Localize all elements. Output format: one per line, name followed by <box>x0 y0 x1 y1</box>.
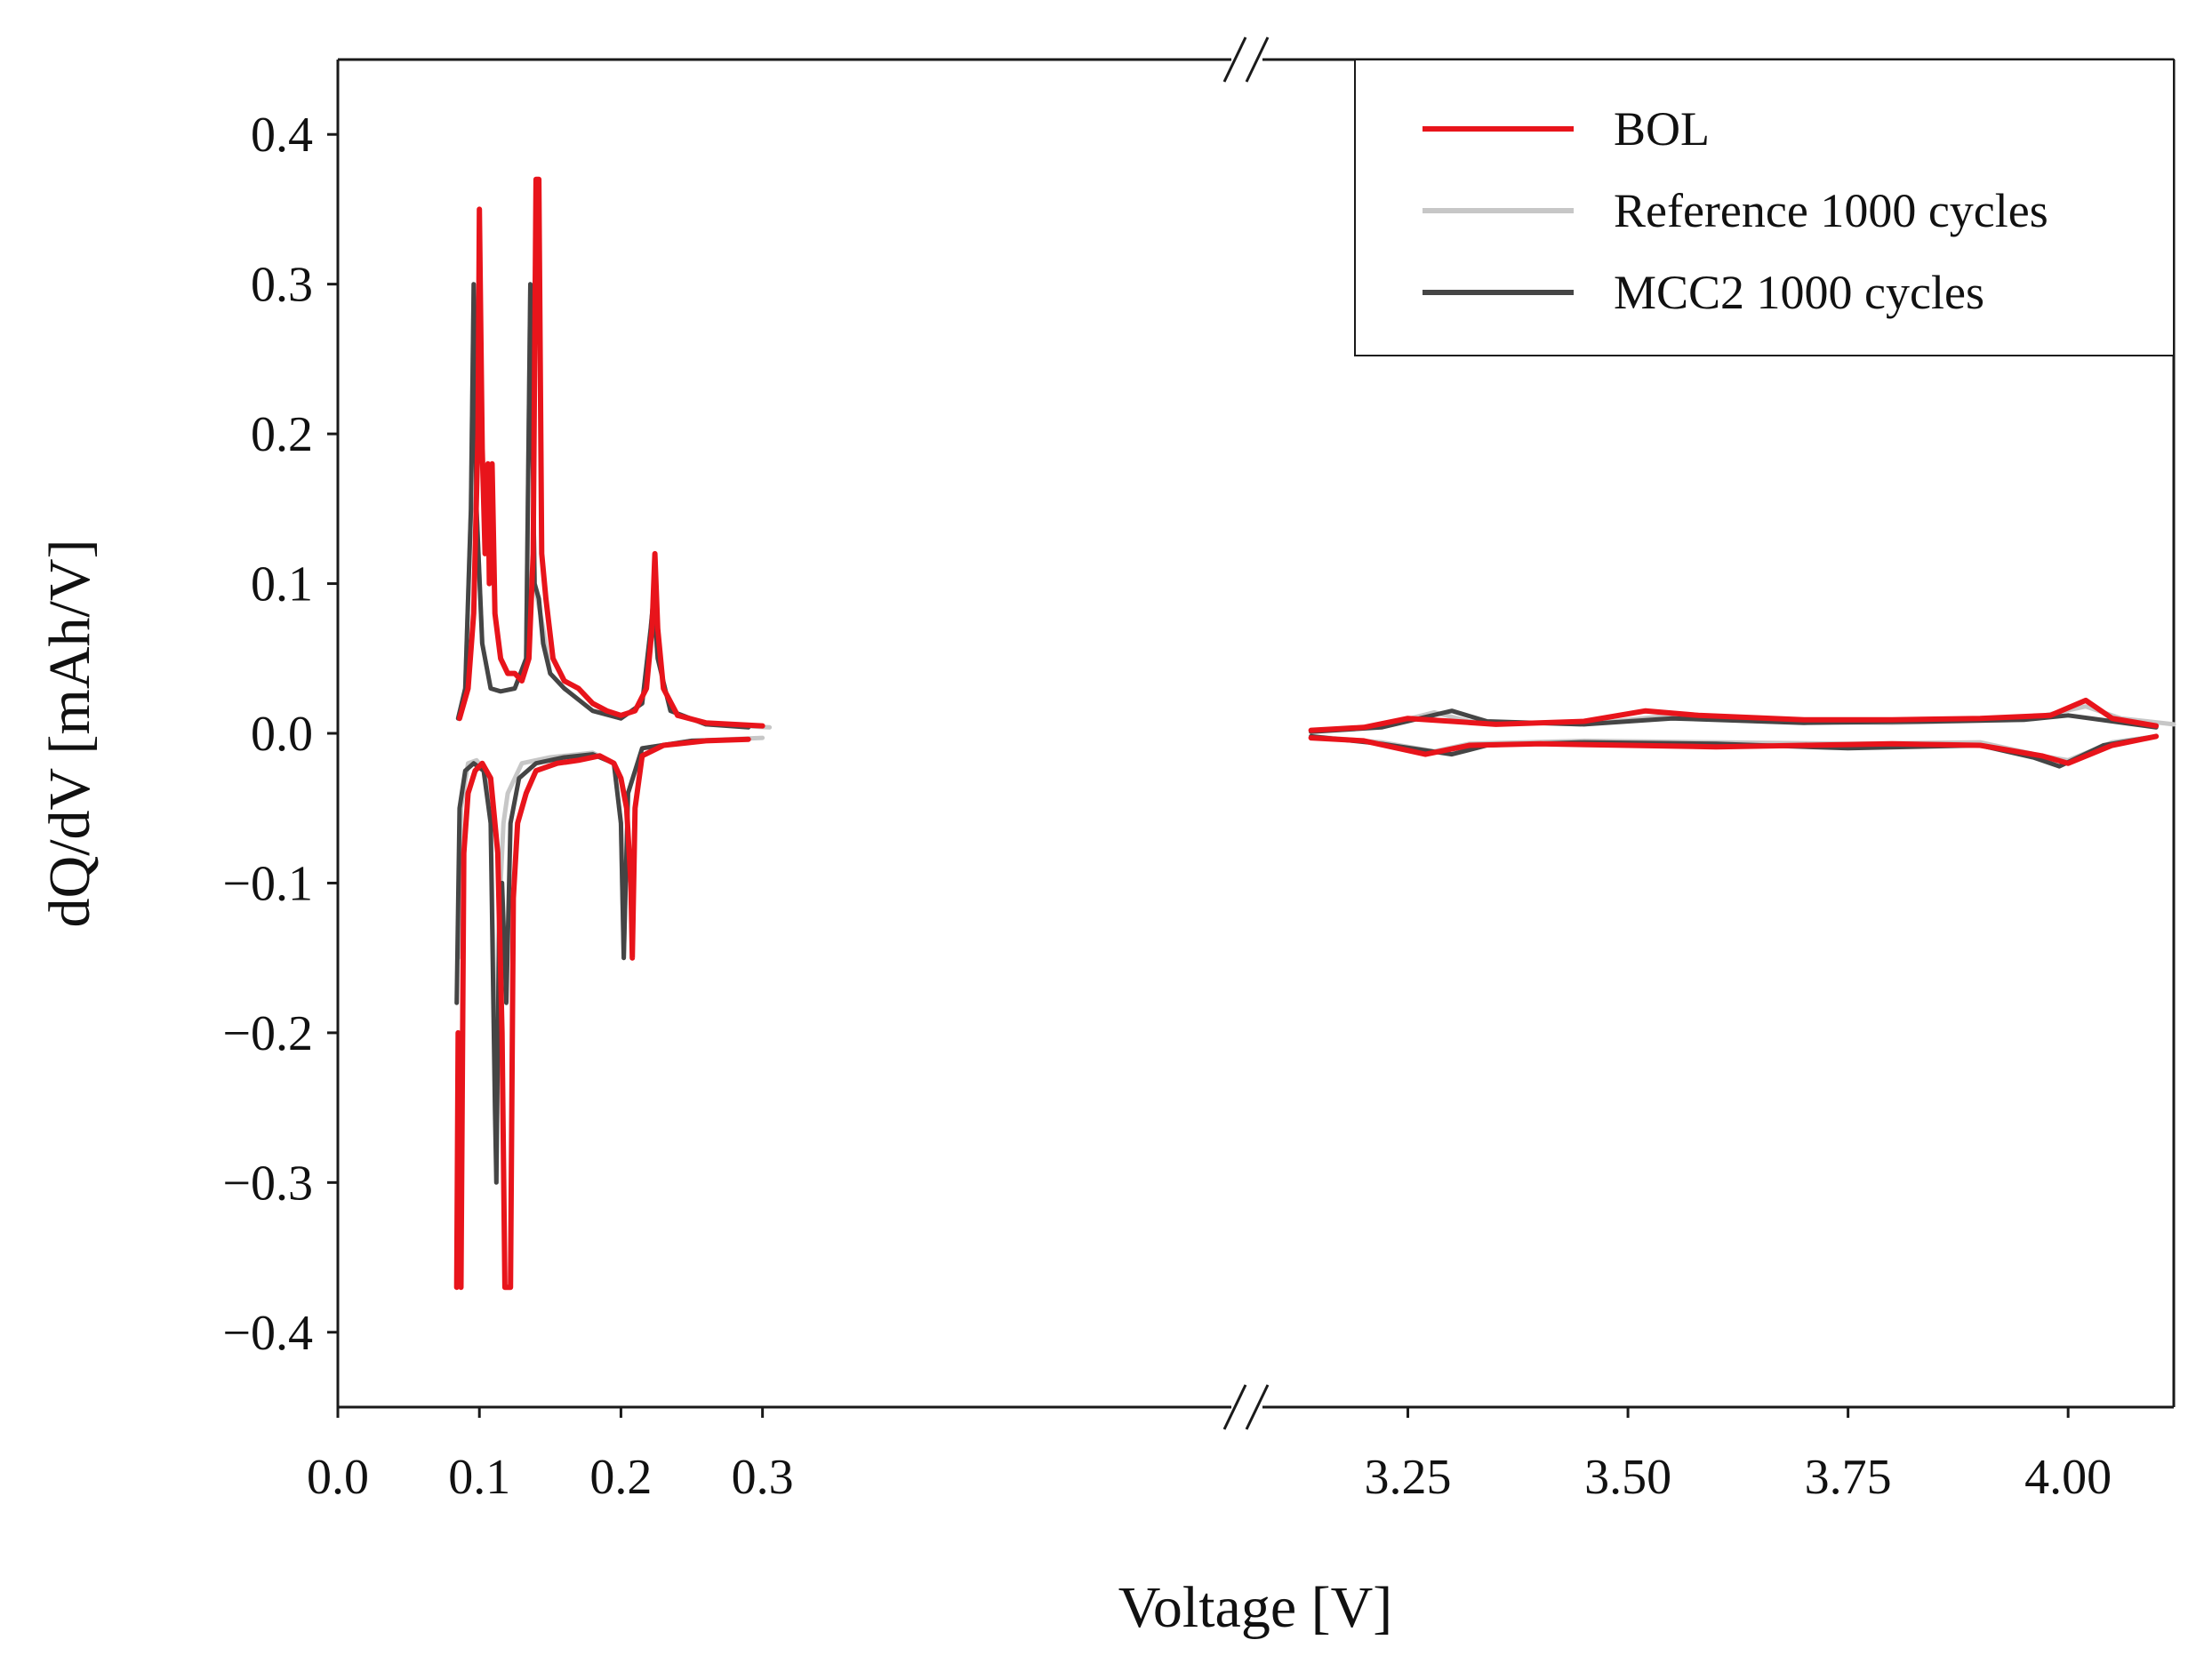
legend-label-reference: Reference 1000 cycles <box>1614 184 2048 237</box>
y-tick-label: 0.2 <box>251 407 313 462</box>
series-line-bol-1 <box>453 736 751 1291</box>
y-tick-label: 0.0 <box>251 707 313 762</box>
legend: BOL Reference 1000 cycles MCC2 1000 cycl… <box>1354 59 2175 356</box>
y-tick-label: −0.2 <box>222 1006 313 1061</box>
y-tick-label: −0.1 <box>222 856 313 911</box>
series-line-bol-2 <box>1308 697 2160 733</box>
y-tick-label: −0.3 <box>222 1156 313 1211</box>
series-line-bol-3 <box>1308 733 2160 766</box>
y-tick-label: 0.1 <box>251 557 313 612</box>
x-tick-label: 3.75 <box>1805 1450 1892 1505</box>
x-tick-label: 3.50 <box>1584 1450 1671 1505</box>
break-mark-bottom-1 <box>1222 1384 1247 1430</box>
break-mark-bottom-2 <box>1245 1384 1270 1430</box>
y-axis-title: dQ/dV [mAh/V] <box>37 540 102 928</box>
break-mark-top-2 <box>1245 36 1270 83</box>
x-axis: 0.0 0.1 0.2 0.3 3.25 3.50 3.75 4.00 <box>307 1407 2112 1505</box>
series-line-mcc2-1000-cycles-2 <box>1309 708 2159 734</box>
y-tick-label: 0.4 <box>251 108 313 163</box>
x-tick-label: 0.1 <box>448 1450 510 1505</box>
series-layer <box>453 176 2176 1291</box>
x-tick-label: 4.00 <box>2024 1450 2112 1505</box>
x-tick-label: 0.2 <box>589 1450 652 1505</box>
legend-label-mcc2: MCC2 1000 cycles <box>1614 266 1984 319</box>
x-tick-label: 0.3 <box>732 1450 794 1505</box>
x-tick-label: 3.25 <box>1365 1450 1452 1505</box>
legend-box <box>1354 59 2175 356</box>
series-line-bol-0 <box>456 176 765 729</box>
y-tick-label: 0.3 <box>251 258 313 313</box>
legend-label-bol: BOL <box>1614 102 1710 156</box>
x-tick-label: 0.0 <box>307 1450 369 1505</box>
break-mark-top-1 <box>1222 36 1247 83</box>
y-axis: 0.4 0.3 0.2 0.1 0.0 −0.1 −0.2 −0.3 −0.4 <box>222 108 338 1361</box>
y-tick-label: −0.4 <box>222 1306 313 1361</box>
x-axis-title: Voltage [V] <box>1118 1575 1393 1640</box>
